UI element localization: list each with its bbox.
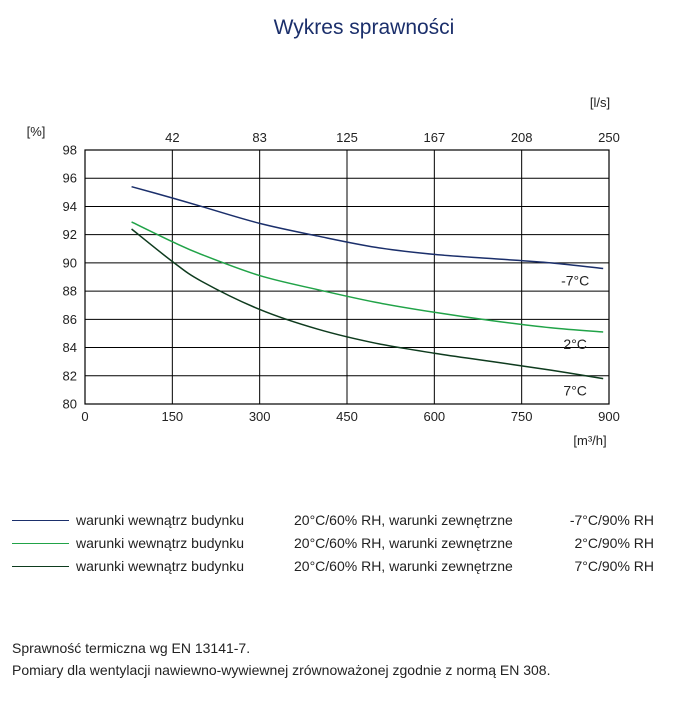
y-tick-label: 90 <box>63 255 77 270</box>
series-line-0 <box>131 185 604 270</box>
chart-series <box>131 185 604 380</box>
series-line-1 <box>131 221 604 333</box>
x2-tick-label: 167 <box>423 130 445 145</box>
x2-tick-label: 83 <box>252 130 266 145</box>
x-unit-label: [m³/h] <box>573 433 606 448</box>
series-label-0: -7°C <box>561 273 589 289</box>
legend-swatch-2 <box>12 543 69 544</box>
x-tick-label: 150 <box>161 409 183 424</box>
y-unit-label: [%] <box>27 124 46 139</box>
legend-condition: warunki wewnątrz budynku <box>76 512 245 528</box>
y-tick-label: 92 <box>63 227 77 242</box>
legend-inner-conditions: 20°C/60% RH, warunki zewnętrzne <box>294 558 513 574</box>
y-tick-label: 84 <box>63 340 77 355</box>
x2-unit-label: [l/s] <box>590 95 610 110</box>
y-tick-label: 86 <box>63 312 77 327</box>
legend-outer-conditions: 7°C/90% RH <box>574 558 654 574</box>
plot-frame <box>84 149 610 405</box>
chart-axes <box>84 149 610 405</box>
x2-tick-label: 250 <box>598 130 620 145</box>
footnote-standard: Sprawność termiczna wg EN 13141-7. <box>12 640 251 656</box>
footnote-measurement: Pomiary dla wentylacji nawiewno-wywiewne… <box>12 662 551 678</box>
chart-grid <box>85 150 609 404</box>
y-tick-label: 96 <box>63 171 77 186</box>
series-line-2 <box>131 228 604 380</box>
legend-inner-conditions: 20°C/60% RH, warunki zewnętrzne <box>294 512 513 528</box>
legend-inner-conditions: 20°C/60% RH, warunki zewnętrzne <box>294 535 513 551</box>
series-label-1: 2°C <box>563 336 587 352</box>
legend-condition: warunki wewnątrz budynku <box>76 535 245 551</box>
x-tick-label: 750 <box>511 409 533 424</box>
chart-title: Wykres sprawności <box>273 16 455 39</box>
legend-swatch-7 <box>12 566 69 567</box>
legend-condition: warunki wewnątrz budynku <box>76 558 245 574</box>
x2-tick-label: 208 <box>511 130 533 145</box>
x-tick-label: 600 <box>423 409 445 424</box>
y-tick-label: 94 <box>63 199 77 214</box>
chart-labels: 80 82 84 86 88 90 92 94 96 98 0 150 300 450 600 750 900 4… <box>27 95 620 448</box>
x-tick-label: 450 <box>336 409 358 424</box>
legend-outer-conditions: 2°C/90% RH <box>574 535 654 551</box>
y-tick-label: 80 <box>63 397 77 412</box>
x-tick-label: 0 <box>81 409 88 424</box>
footnotes: Sprawność termiczna wg EN 13141-7. Pomia… <box>12 637 550 681</box>
x-tick-label: 900 <box>598 409 620 424</box>
x2-tick-label: 125 <box>336 130 358 145</box>
efficiency-chart: 80 82 84 86 88 90 92 94 96 98 0 150 300 450 600 750 900 4… <box>27 95 620 448</box>
x2-tick-label: 42 <box>165 130 179 145</box>
y-tick-label: 82 <box>63 368 77 383</box>
legend-outer-conditions: -7°C/90% RH <box>569 512 654 528</box>
legend-swatch-minus7 <box>12 520 69 521</box>
y-tick-label: 88 <box>63 284 77 299</box>
series-label-2: 7°C <box>563 383 587 399</box>
y-tick-label: 98 <box>63 143 77 158</box>
x-tick-label: 300 <box>249 409 271 424</box>
